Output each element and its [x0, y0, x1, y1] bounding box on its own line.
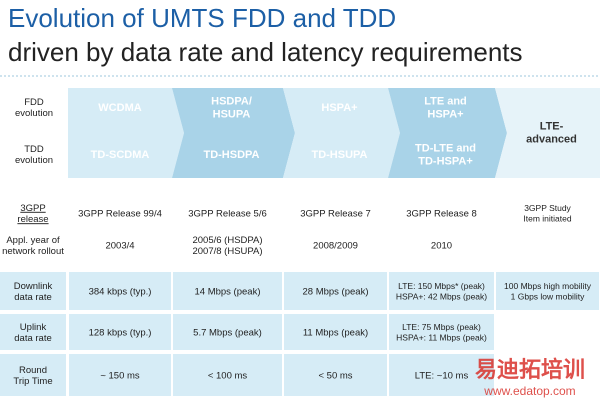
watermark-brand: 易迪拓培训 [475, 357, 585, 382]
row-label: Appl. year of [6, 235, 60, 246]
cell [173, 354, 282, 396]
cell-text: < 100 ms [208, 371, 248, 382]
row-label: evolution [15, 155, 53, 166]
cell [284, 272, 387, 310]
tdd-stage: TD-HSPA+ [418, 156, 473, 168]
row-label: data rate [14, 292, 52, 303]
cell-text: 128 kbps (typ.) [89, 328, 152, 339]
row-label-cell [0, 354, 66, 396]
cell-text: Item initiated [523, 213, 571, 223]
fdd-stage: HSDPA/ [211, 95, 252, 107]
tdd-stage: TD-SCDMA [91, 149, 150, 161]
row-label: 3GPP [20, 203, 45, 214]
fdd-stage: HSPA+ [427, 109, 463, 121]
cell-text: 1 Gbps low mobility [511, 291, 585, 301]
cell-text: LTE: 75 Mbps (peak) [402, 322, 481, 332]
row-label: TDD [24, 144, 44, 155]
fdd-stage: HSPA+ [321, 102, 357, 114]
cell [496, 272, 599, 310]
cell-text: < 50 ms [318, 371, 352, 382]
row-label-cell [0, 314, 66, 350]
cell [284, 354, 387, 396]
chevron [172, 88, 295, 178]
watermark-url: www.edatop.com [483, 384, 575, 398]
cell [173, 314, 282, 350]
cell-text: 2003/4 [105, 241, 134, 252]
cell-text: 5.7 Mbps (peak) [193, 328, 262, 339]
title-line2: driven by data rate and latency requirem… [8, 37, 523, 67]
fdd-stage: WCDMA [98, 102, 141, 114]
fdd-stage: advanced [526, 134, 577, 146]
chevron [495, 88, 600, 178]
cell-text: HSPA+: 42 Mbps (peak) [396, 291, 487, 301]
title-line1: Evolution of UMTS FDD and TDD [8, 3, 396, 33]
row-label: Round [19, 365, 47, 376]
tdd-stage: TD-HSDPA [203, 149, 259, 161]
tdd-stage: TD-HSUPA [311, 149, 367, 161]
cell [389, 272, 494, 310]
row-label: network rollout [2, 246, 64, 257]
row-label-cell [0, 272, 66, 310]
row-label: evolution [15, 108, 53, 119]
fdd-stage: HSUPA [213, 109, 251, 121]
row-label: FDD [24, 97, 44, 108]
cell-text: 3GPP Release 99/4 [78, 209, 162, 220]
cell-text: 3GPP Study [524, 203, 571, 213]
cell [69, 314, 171, 350]
cell-text: 2010 [431, 241, 452, 252]
cell [284, 314, 387, 350]
cell-text: ~ 150 ms [100, 371, 140, 382]
cell [173, 272, 282, 310]
cell-text: LTE: 150 Mbps* (peak) [398, 281, 485, 291]
row-label: Trip Time [13, 376, 52, 387]
content: WCDMA TD-SCDMA HSDPA/HSUPA TD-HSDPA HSPA+ TD-… [0, 88, 600, 398]
cell-text: 2005/6 (HSDPA) [192, 235, 262, 246]
cell [69, 272, 171, 310]
chevron [388, 88, 507, 178]
row-label: release [17, 214, 48, 225]
cell [389, 354, 494, 396]
row-label: data rate [14, 333, 52, 344]
cell-text: LTE: ~10 ms [415, 371, 469, 382]
cell-text: 3GPP Release 7 [300, 209, 371, 220]
cell-text: 14 Mbps (peak) [194, 287, 260, 298]
chevron [68, 88, 184, 178]
cell-text: 3GPP Release 8 [406, 209, 477, 220]
cell-text: 3GPP Release 5/6 [188, 209, 267, 220]
cell-text: 2007/8 (HSUPA) [192, 246, 262, 257]
cell [69, 354, 171, 396]
cell-text: 2008/2009 [313, 241, 358, 252]
cell-text: 384 kbps (typ.) [89, 287, 152, 298]
cell [389, 314, 494, 350]
fdd-stage: LTE- [540, 120, 564, 132]
cell-text: 11 Mbps (peak) [303, 328, 368, 339]
cell-text: 100 Mbps high mobility [504, 281, 592, 291]
chevron [283, 88, 400, 178]
row-label: Downlink [14, 281, 53, 292]
cell-text: 28 Mbps (peak) [302, 287, 368, 298]
tdd-stage: TD-LTE and [415, 142, 476, 154]
fdd-stage: LTE and [424, 95, 467, 107]
row-label: Uplink [20, 322, 47, 333]
cell-text: HSPA+: 11 Mbps (peak) [396, 332, 487, 342]
